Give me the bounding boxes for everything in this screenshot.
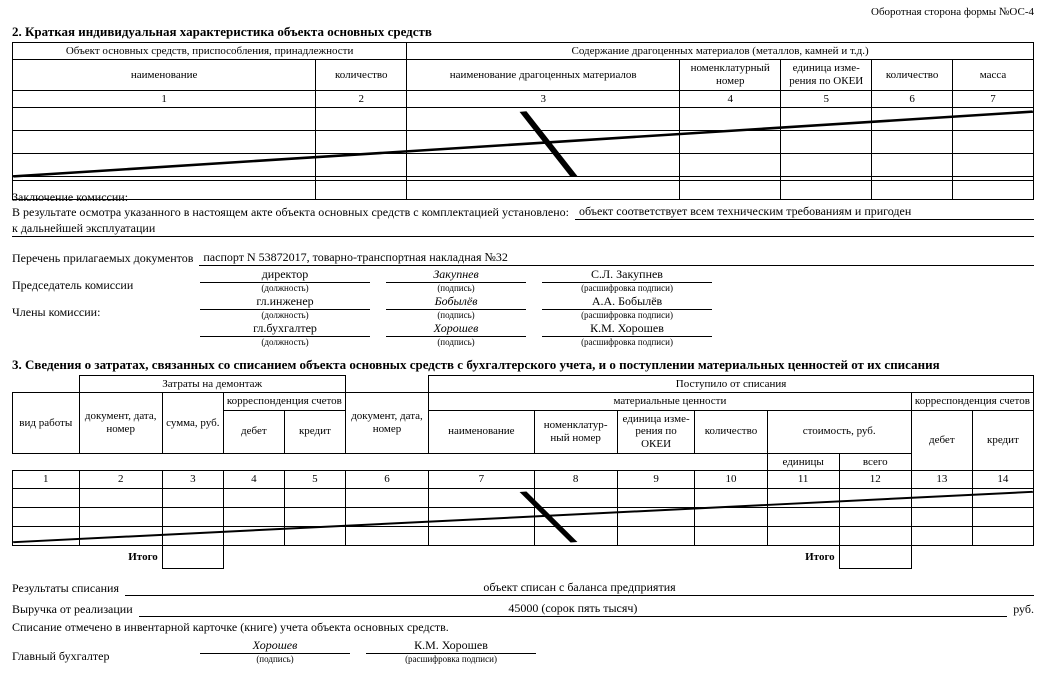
chair-decode: С.Л. Закупнев <box>542 268 712 283</box>
s2-n7: 7 <box>953 90 1034 108</box>
footer-note: Списание отмечено в инвентарной карточке… <box>12 621 1034 635</box>
m2-decode: К.М. Хорошев <box>542 322 712 337</box>
section2-table: Объект основных средств, приспособления,… <box>12 42 1034 182</box>
chair-sign: Закупнев <box>386 268 526 283</box>
s2-n3: 3 <box>407 90 680 108</box>
conclusion-value1: объект соответствует всем техническим тр… <box>575 205 1034 220</box>
sub-sign-f: (подпись) <box>200 654 350 664</box>
s3-total-left: Итого <box>79 545 162 568</box>
s3-left-group: Затраты на демонтаж <box>79 375 345 393</box>
s3-crossout <box>13 489 1033 545</box>
s2-c1: наименование <box>13 60 316 90</box>
m1-sign: Бобылёв <box>386 295 526 310</box>
s2-n2: 2 <box>316 90 407 108</box>
s3-right-group: Поступило от списания <box>429 375 1034 393</box>
s2-n5: 5 <box>781 90 872 108</box>
s3-c12: всего <box>839 453 911 471</box>
chair-label: Председатель комиссии <box>12 279 192 293</box>
sub-decode: (расшифровка подписи) <box>542 283 712 293</box>
members-label: Члены комиссии: <box>12 306 192 320</box>
s3-c8: номенклатур­ный номер <box>534 410 617 453</box>
section3-table: Затраты на демонтаж Поступило от списани… <box>12 375 1034 569</box>
s3-c3: сумма, руб. <box>162 393 223 454</box>
s3-c2: документ, дата, номер <box>79 393 162 454</box>
chief-label: Главный бухгалтер <box>12 650 192 664</box>
s3-c11: единицы <box>767 453 839 471</box>
s3-c13: дебет <box>911 410 972 471</box>
s3-matval: материальные ценности <box>429 393 912 411</box>
revenue-value: 45000 (сорок пять тысяч) <box>139 602 1008 617</box>
s2-left-group: Объект основных средств, приспособления,… <box>13 42 407 60</box>
conclusion-prefix: В результате осмотра указанного в настоя… <box>12 206 569 220</box>
s2-c2: количество <box>316 60 407 90</box>
s3-c9: единица изме­рения по ОКЕИ <box>617 410 695 453</box>
sub-sign: (подпись) <box>386 283 526 293</box>
sub-position: (должность) <box>200 283 370 293</box>
section2-title: 2. Краткая индивидуальная характеристика… <box>12 25 1034 40</box>
s2-c4: номенклатур­ный номер <box>680 60 781 90</box>
s3-c14: кредит <box>972 410 1033 471</box>
chief-sign: Хорошев <box>200 639 350 654</box>
results-value: объект списан с баланса предприятия <box>125 581 1034 596</box>
results-label: Результаты списания <box>12 582 119 596</box>
docs-value: паспорт N 53872017, товарно-транспортная… <box>199 251 1034 266</box>
s2-crossout <box>13 108 1033 180</box>
s3-c1112: стоимость, руб. <box>767 410 911 453</box>
m2-sign: Хорошев <box>386 322 526 337</box>
form-back-side: Оборотная сторона формы №ОС-4 <box>12 6 1034 19</box>
m2-position: гл.бухгалтер <box>200 322 370 337</box>
s2-c6: количество <box>872 60 953 90</box>
m1-position: гл.инженер <box>200 295 370 310</box>
s3-c45: корреспонденция счетов <box>223 393 345 411</box>
s2-n1: 1 <box>13 90 316 108</box>
revenue-label: Выручка от реализации <box>12 603 133 617</box>
chair-position: директор <box>200 268 370 283</box>
sub-decode-f: (расшифровка подписи) <box>366 654 536 664</box>
s2-c7: масса <box>953 60 1034 90</box>
s3-c4: дебет <box>223 410 284 453</box>
s2-n4: 4 <box>680 90 781 108</box>
s3-c1314: корреспонденция счетов <box>911 393 1033 411</box>
docs-label: Перечень прилагаемых документов <box>12 252 193 266</box>
chief-decode: К.М. Хорошев <box>366 639 536 654</box>
conclusion-value2: к дальнейшей эксплуатации <box>12 222 1034 237</box>
revenue-suffix: руб. <box>1013 603 1034 617</box>
s2-n6: 6 <box>872 90 953 108</box>
section3-title: 3. Сведения о затратах, связанных со спи… <box>12 358 1034 373</box>
s3-c10: количество <box>695 410 767 453</box>
m1-decode: А.А. Бобылёв <box>542 295 712 310</box>
s3-c6: документ, дата, номер <box>345 393 428 454</box>
s2-c5: единица изме­рения по ОКЕИ <box>781 60 872 90</box>
s3-c7: наименование <box>429 410 534 453</box>
s3-c5: кредит <box>284 410 345 453</box>
s3-total-right: Итого <box>767 545 839 568</box>
s2-c3: наименование драгоценных материалов <box>407 60 680 90</box>
s2-right-group: Содержание драгоценных материалов (метал… <box>407 42 1034 60</box>
s3-c1: вид работы <box>13 393 80 454</box>
